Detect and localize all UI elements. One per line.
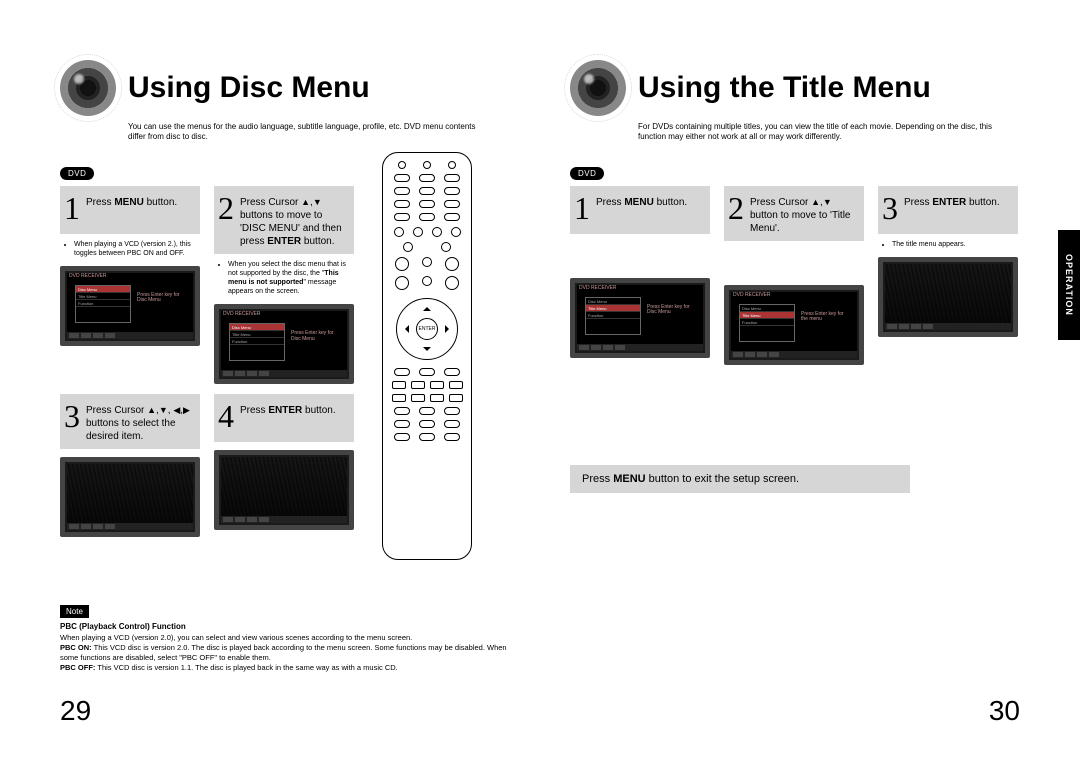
tv-thumbnail: DVD RECEIVER Disc Menu Title Menu Functi… [60, 266, 200, 346]
note-body: When playing a VCD (version 2.0), you ca… [60, 633, 510, 674]
step-number: 2 [728, 192, 744, 224]
dvd-badge: DVD [60, 167, 94, 180]
intro-text: You can use the menus for the audio lang… [128, 122, 488, 143]
step-1: 1 Press MENU button. When playing a VCD … [60, 186, 200, 384]
step-number: 4 [218, 400, 234, 432]
remote-illustration: ENTER [382, 152, 472, 560]
step-number: 3 [882, 192, 898, 224]
step-text: Press Cursor ▲,▼ button to move to 'Titl… [750, 192, 856, 235]
tv-thumbnail: DVD RECEIVER Disc Menu Title Menu Functi… [214, 304, 354, 384]
step-note: When you select the disc menu that is no… [214, 260, 354, 296]
speaker-icon [60, 60, 116, 116]
note-block: Note PBC (Playback Control) Function Whe… [60, 601, 510, 674]
page-number: 30 [989, 695, 1020, 727]
note-title: PBC (Playback Control) Function [60, 622, 510, 631]
dvd-badge: DVD [570, 167, 604, 180]
manual-spread: Using Disc Menu You can use the menus fo… [0, 0, 1080, 763]
step-text: Press MENU button. [596, 192, 687, 209]
step-note: The title menu appears. [878, 240, 1018, 249]
step-4: 4 Press ENTER button. [214, 394, 354, 537]
step-text: Press Cursor ▲,▼ buttons to move to 'DIS… [240, 192, 346, 248]
tv-thumbnail [60, 457, 200, 537]
dpad-icon: ENTER [396, 298, 458, 360]
tv-thumbnail [878, 257, 1018, 337]
step-text: Press MENU button. [86, 192, 177, 209]
page-header: Using Disc Menu [60, 60, 510, 116]
step-3: 3 Press ENTER button. The title menu app… [878, 186, 1018, 365]
section-tab: OPERATION [1058, 230, 1080, 340]
speaker-icon [570, 60, 626, 116]
page-header: Using the Title Menu [570, 60, 1020, 116]
tv-thumbnail: DVD RECEIVER Disc Menu Title Menu Functi… [570, 278, 710, 358]
page-30: Using the Title Menu For DVDs containing… [540, 0, 1080, 763]
exit-instruction: Press MENU button to exit the setup scre… [570, 465, 910, 493]
step-number: 2 [218, 192, 234, 224]
intro-text: For DVDs containing multiple titles, you… [638, 122, 998, 143]
step-number: 1 [64, 192, 80, 224]
step-text: Press ENTER button. [240, 400, 336, 417]
steps-container: 1 Press MENU button. DVD RECEIVER Disc M… [570, 186, 1020, 365]
step-2: 2 Press Cursor ▲,▼ buttons to move to 'D… [214, 186, 354, 384]
step-text: Press Cursor ▲,▼, ◀,▶ buttons to select … [86, 400, 192, 443]
step-number: 1 [574, 192, 590, 224]
step-1: 1 Press MENU button. DVD RECEIVER Disc M… [570, 186, 710, 365]
step-2: 2 Press Cursor ▲,▼ button to move to 'Ti… [724, 186, 864, 365]
tv-thumbnail: DVD RECEIVER Disc Menu Title Menu Functi… [724, 285, 864, 365]
tv-thumbnail [214, 450, 354, 530]
note-badge: Note [60, 605, 89, 618]
step-3: 3 Press Cursor ▲,▼, ◀,▶ buttons to selec… [60, 394, 200, 537]
step-number: 3 [64, 400, 80, 432]
page-title: Using Disc Menu [128, 71, 370, 105]
step-text: Press ENTER button. [904, 192, 1000, 209]
page-title: Using the Title Menu [638, 71, 931, 105]
step-note: When playing a VCD (version 2.), this to… [60, 240, 200, 258]
page-29: Using Disc Menu You can use the menus fo… [0, 0, 540, 763]
page-number: 29 [60, 695, 91, 727]
